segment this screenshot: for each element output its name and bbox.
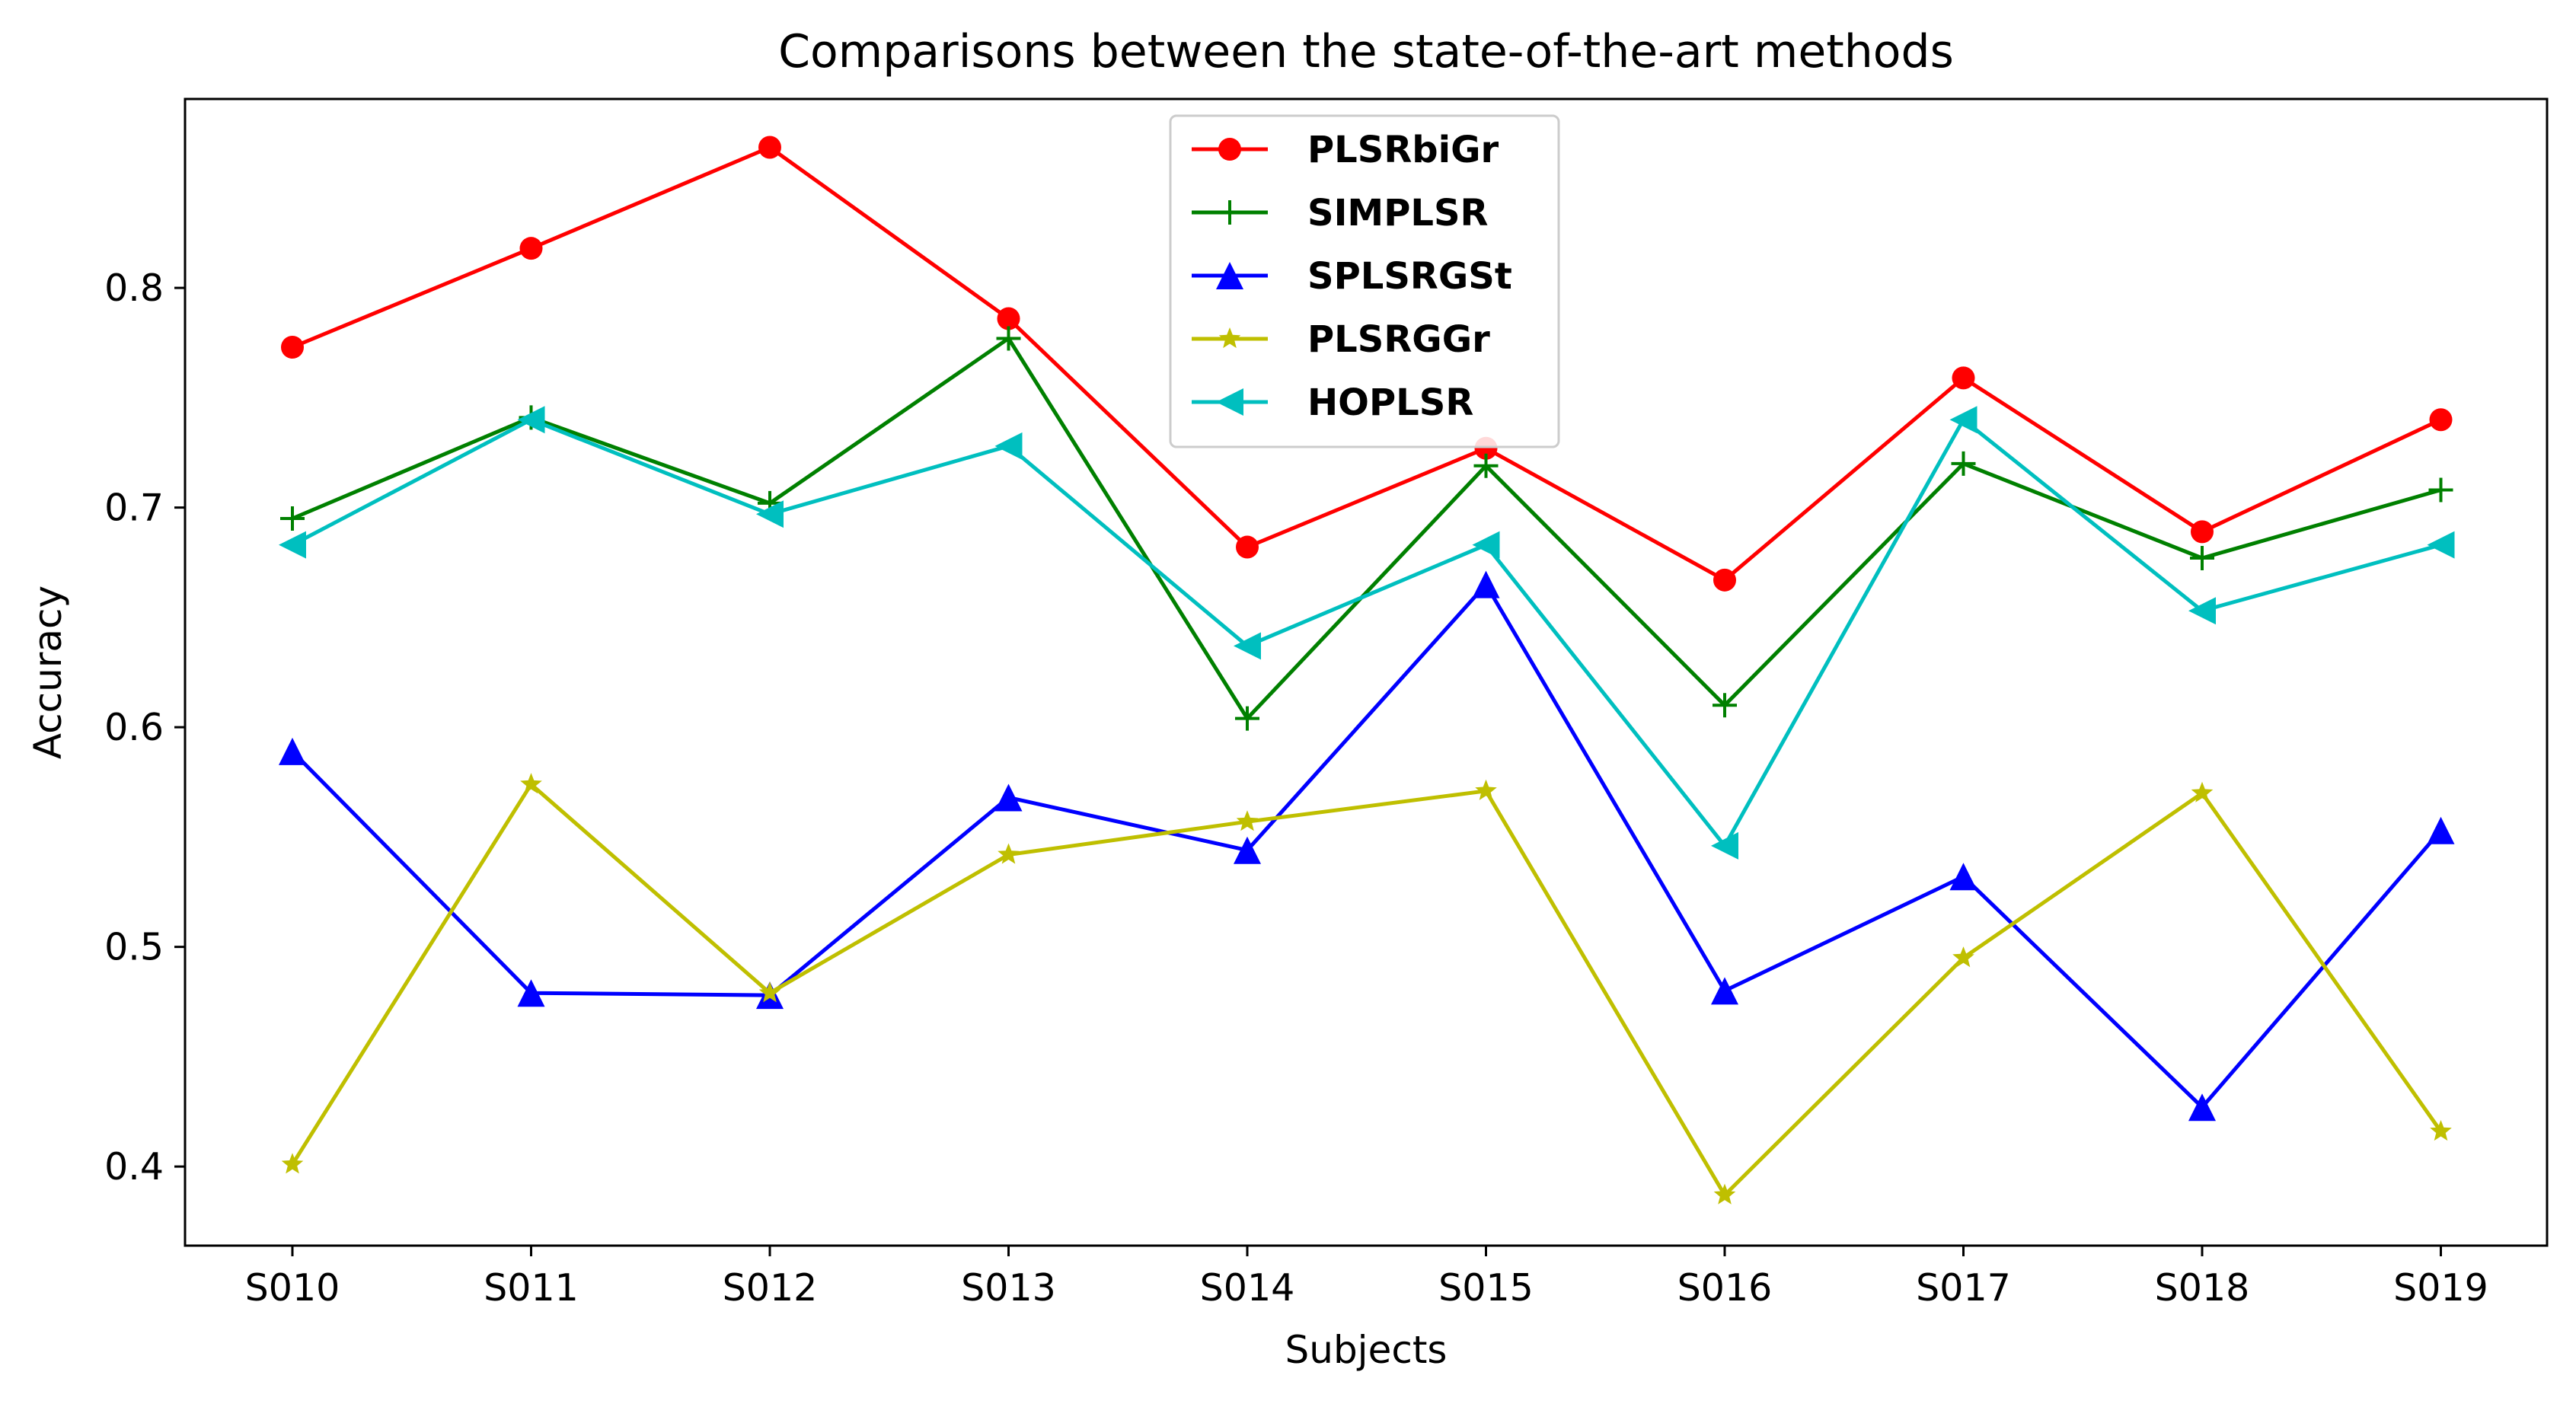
data-point: [758, 981, 781, 1003]
data-point: [2188, 1093, 2216, 1122]
y-tick-label: 0.6: [104, 706, 164, 749]
x-axis-label: Subjects: [1285, 1328, 1448, 1372]
y-axis: 0.4 0.5 0.6 0.7 0.8: [104, 266, 185, 1189]
data-point: [281, 1153, 304, 1174]
data-point: [756, 500, 784, 528]
data-point: [1713, 1183, 1736, 1205]
data-point: [1713, 693, 1737, 718]
data-point: [996, 326, 1021, 351]
data-point: [1472, 570, 1500, 598]
y-tick-label: 0.5: [104, 926, 164, 969]
data-point: [279, 531, 306, 559]
legend-marker: [1218, 138, 1241, 161]
legend-label: HOPLSR: [1307, 381, 1473, 424]
data-point: [994, 783, 1023, 812]
x-tick-label: S016: [1677, 1266, 1773, 1310]
x-tick-label: S018: [2155, 1266, 2250, 1310]
data-point: [2191, 781, 2214, 803]
data-point: [1473, 453, 1499, 478]
legend-label: PLSRbiGr: [1307, 129, 1499, 171]
legend-label: SIMPLSR: [1307, 192, 1489, 235]
axes-frame: [184, 97, 2549, 1247]
x-tick-label: S013: [961, 1266, 1056, 1310]
y-tick-label: 0.8: [104, 266, 164, 310]
plot-area: [279, 136, 2455, 1205]
data-point: [1951, 451, 1976, 476]
legend-marker: [1216, 388, 1243, 416]
legend-item-plsrbigr: PLSRbiGr: [1192, 129, 1499, 171]
data-point: [1952, 366, 1975, 390]
legend-item-splsrgst: SPLSRGSt: [1192, 255, 1512, 298]
data-point: [520, 773, 542, 794]
legend-item-plsrggr: PLSRGGr: [1192, 318, 1490, 361]
data-point: [1235, 706, 1259, 731]
data-point: [1234, 836, 1261, 864]
x-tick-label: S010: [245, 1266, 340, 1310]
data-point: [1713, 568, 1736, 592]
legend-marker: [1218, 327, 1241, 349]
data-point: [1711, 831, 1738, 860]
legend-box: [1169, 114, 1560, 448]
data-point: [2430, 1120, 2452, 1141]
series-line: [290, 782, 2443, 1198]
data-point: [758, 136, 781, 159]
series-hoplsr: [279, 406, 2455, 860]
y-tick-label: 0.7: [104, 487, 164, 530]
data-point: [2191, 520, 2214, 544]
x-tick-label: S012: [723, 1266, 818, 1310]
data-point: [1472, 531, 1500, 559]
y-axis-label: Accuracy: [26, 586, 70, 759]
data-point: [1236, 810, 1259, 831]
data-point: [517, 406, 545, 434]
data-point: [2190, 545, 2214, 570]
series-plsrggr: [281, 773, 2452, 1205]
data-point: [519, 237, 543, 260]
series-line: [292, 145, 2442, 582]
chart-title: Comparisons between the state-of-the-art…: [778, 25, 1954, 78]
data-point: [1236, 535, 1259, 559]
data-point: [281, 336, 304, 359]
y-tick-label: 0.4: [104, 1145, 164, 1189]
x-tick-label: S017: [1916, 1266, 2011, 1310]
data-point: [1952, 946, 1974, 968]
x-axis: S010 S011 S012 S013 S014 S015 S016 S017 S018 S019: [245, 1246, 2488, 1310]
legend-label: SPLSRGSt: [1307, 255, 1512, 298]
data-point: [1711, 977, 1738, 1005]
data-point: [1475, 779, 1497, 800]
series-line: [291, 417, 2442, 848]
data-point: [1949, 406, 1977, 434]
data-point: [1949, 863, 1977, 891]
x-tick-label: S014: [1200, 1266, 1295, 1310]
data-point: [998, 843, 1020, 864]
series-plsrbigr: [281, 136, 2453, 592]
data-point: [2188, 597, 2216, 625]
x-tick-label: S011: [484, 1266, 579, 1310]
data-point: [280, 506, 305, 531]
legend-item-hoplsr: HOPLSR: [1192, 381, 1473, 424]
x-tick-label: S019: [2393, 1266, 2488, 1310]
data-point: [517, 979, 545, 1007]
data-point: [2428, 477, 2453, 503]
legend: PLSRbiGr SIMPLSR SPLSRGSt PLSRGGr HOPLSR: [1169, 114, 1560, 448]
data-point: [2429, 408, 2453, 432]
legend-label: PLSRGGr: [1307, 318, 1490, 361]
legend-item-simplsr: SIMPLSR: [1192, 192, 1489, 235]
legend-marker: [1216, 262, 1243, 289]
data-point: [2427, 816, 2455, 844]
data-point: [2427, 531, 2455, 559]
legend-marker: [1218, 200, 1242, 225]
data-point: [994, 432, 1023, 460]
series-line: [291, 582, 2443, 1109]
series-line: [292, 337, 2442, 721]
x-tick-label: S015: [1438, 1266, 1534, 1310]
data-point: [1234, 632, 1261, 660]
data-point: [279, 737, 306, 765]
data-point: [997, 307, 1020, 330]
